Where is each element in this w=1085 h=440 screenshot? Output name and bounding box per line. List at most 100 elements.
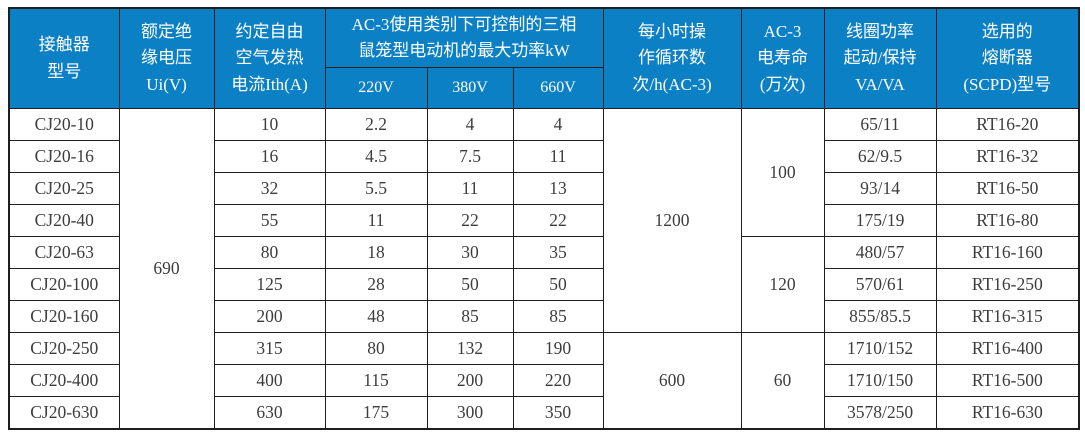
table-row-cj20-63: CJ20-63 80 18 30 35 120 480/57 RT16-160 [8, 236, 1080, 333]
cell-coil-power: 480/57 [823, 236, 937, 269]
cell-coil-power: 175/19 [823, 204, 937, 237]
cell-fuse-type: RT16-250 [935, 268, 1080, 301]
cell-coil-power: 65/11 [823, 108, 937, 141]
header-thermal-current: 约定自由 空气发热 电流Ith(A) [213, 7, 326, 109]
cell-power-380v: 200 [426, 364, 514, 397]
cell-coil-power: 62/9.5 [823, 140, 937, 173]
header-model: 接触器 型号 [8, 7, 120, 109]
cell-fuse-type: RT16-630 [935, 396, 1080, 430]
cell-power-220v: 11 [324, 204, 428, 237]
cell-thermal-current: 32 [213, 172, 326, 205]
cell-fuse-type: RT16-32 [935, 140, 1080, 173]
cell-power-220v: 2.2 [324, 108, 428, 141]
cell-fuse-type: RT16-500 [935, 364, 1080, 397]
cell-thermal-current: 630 [213, 396, 326, 430]
cell-model: CJ20-10 [8, 108, 120, 141]
cell-power-380v: 22 [426, 204, 514, 237]
cell-fuse-type: RT16-160 [935, 236, 1080, 269]
cell-thermal-current: 315 [213, 332, 326, 365]
cell-coil-power: 570/61 [823, 268, 937, 301]
cell-power-660v: 190 [512, 332, 604, 365]
cell-model: CJ20-400 [8, 364, 120, 397]
table-row-cj20-10: CJ20-10 690 10 2.2 4 4 1200 100 65/11 RT… [8, 108, 1080, 430]
cell-thermal-current: 125 [213, 268, 326, 301]
cell-model: CJ20-250 [8, 332, 120, 365]
header-operating-cycles: 每小时操 作循环数 次/h(AC-3) [602, 7, 742, 109]
cell-operating-cycles: 1200 [602, 108, 742, 333]
cell-fuse-type: RT16-50 [935, 172, 1080, 205]
cell-model: CJ20-63 [8, 236, 120, 269]
cell-model: CJ20-40 [8, 204, 120, 237]
header-380v: 380V [426, 67, 514, 109]
cell-electrical-life: 120 [740, 236, 825, 333]
cell-insulation-voltage: 690 [118, 108, 215, 430]
cell-electrical-life: 100 [740, 108, 825, 237]
cell-power-380v: 30 [426, 236, 514, 269]
cell-model: CJ20-16 [8, 140, 120, 173]
cell-power-380v: 7.5 [426, 140, 514, 173]
cell-power-220v: 115 [324, 364, 428, 397]
cell-power-660v: 350 [512, 396, 604, 430]
table-row-cj20-16: CJ20-16 16 4.5 7.5 11 62/9.5 RT16-32 [8, 140, 1080, 173]
cell-power-220v: 48 [324, 300, 428, 333]
cell-fuse-type: RT16-315 [935, 300, 1080, 333]
cell-power-660v: 85 [512, 300, 604, 333]
cell-thermal-current: 400 [213, 364, 326, 397]
cell-power-380v: 300 [426, 396, 514, 430]
header-660v: 660V [512, 67, 604, 109]
cell-power-380v: 11 [426, 172, 514, 205]
cell-power-380v: 85 [426, 300, 514, 333]
cell-model: CJ20-630 [8, 396, 120, 430]
cell-power-660v: 22 [512, 204, 604, 237]
cell-thermal-current: 200 [213, 300, 326, 333]
contactor-spec-table: 接触器 型号 额定绝 缘电压 Ui(V) 约定自由 空气发热 电流Ith(A) … [8, 7, 1081, 430]
cell-power-380v: 50 [426, 268, 514, 301]
header-max-power-group: AC-3使用类别下可控制的三相 鼠笼型电动机的最大功率kW [324, 7, 604, 68]
cell-power-220v: 18 [324, 236, 428, 269]
cell-power-380v: 4 [426, 108, 514, 141]
cell-power-220v: 5.5 [324, 172, 428, 205]
cell-coil-power: 855/85.5 [823, 300, 937, 333]
cell-coil-power: 1710/150 [823, 364, 937, 397]
table-row-cj20-630: CJ20-630 630 175 300 350 3578/250 RT16-6… [8, 396, 1080, 430]
cell-fuse-type: RT16-80 [935, 204, 1080, 237]
header-coil-power: 线圈功率 起动/保持 VA/VA [823, 7, 937, 109]
table-row-cj20-250: CJ20-250 315 80 132 190 600 60 1710/152 … [8, 332, 1080, 430]
cell-model: CJ20-25 [8, 172, 120, 205]
cell-thermal-current: 16 [213, 140, 326, 173]
table-row-cj20-40: CJ20-40 55 11 22 22 175/19 RT16-80 [8, 204, 1080, 237]
cell-power-220v: 4.5 [324, 140, 428, 173]
cell-power-220v: 28 [324, 268, 428, 301]
header-electrical-life: AC-3 电寿命 (万次) [740, 7, 825, 109]
cell-power-660v: 220 [512, 364, 604, 397]
cell-thermal-current: 55 [213, 204, 326, 237]
header-insulation-voltage: 额定绝 缘电压 Ui(V) [118, 7, 215, 109]
cell-thermal-current: 80 [213, 236, 326, 269]
cell-power-660v: 50 [512, 268, 604, 301]
cell-power-220v: 175 [324, 396, 428, 430]
header-row-voltages: 220V 380V 660V [9, 67, 1079, 109]
cell-power-660v: 13 [512, 172, 604, 205]
cell-power-660v: 4 [512, 108, 604, 141]
cell-model: CJ20-160 [8, 300, 120, 333]
header-fuse-type: 选用的 熔断器 (SCPD)型号 [935, 7, 1080, 109]
cell-power-220v: 80 [324, 332, 428, 365]
cell-coil-power: 3578/250 [823, 396, 937, 430]
cell-power-660v: 35 [512, 236, 604, 269]
cell-power-380v: 132 [426, 332, 514, 365]
cell-coil-power: 93/14 [823, 172, 937, 205]
cell-electrical-life: 60 [740, 332, 825, 430]
table-row-cj20-160: CJ20-160 200 48 85 85 855/85.5 RT16-315 [8, 300, 1080, 333]
header-220v: 220V [324, 67, 428, 109]
cell-fuse-type: RT16-20 [935, 108, 1080, 141]
cell-fuse-type: RT16-400 [935, 332, 1080, 365]
table-row-cj20-400: CJ20-400 400 115 200 220 1710/150 RT16-5… [8, 364, 1080, 397]
header-row-group: 接触器 型号 额定绝 缘电压 Ui(V) 约定自由 空气发热 电流Ith(A) … [8, 7, 1080, 109]
cell-thermal-current: 10 [213, 108, 326, 141]
cell-power-660v: 11 [512, 140, 604, 173]
cell-coil-power: 1710/152 [823, 332, 937, 365]
table-row-cj20-100: CJ20-100 125 28 50 50 570/61 RT16-250 [8, 268, 1080, 301]
cell-operating-cycles: 600 [602, 332, 742, 430]
cell-model: CJ20-100 [8, 268, 120, 301]
